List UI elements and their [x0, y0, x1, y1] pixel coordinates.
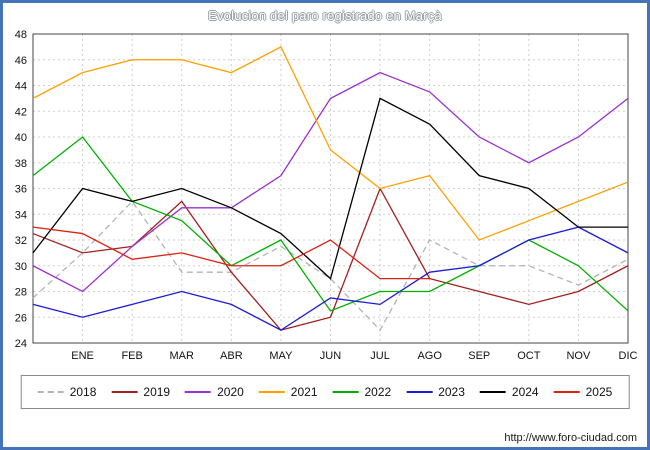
- series-line-2024: [32, 97, 628, 280]
- legend-item-2024: 2024: [479, 385, 539, 399]
- series-line-2023: [32, 226, 629, 331]
- y-tick-label: 26: [15, 312, 27, 324]
- source-url: http://www.foro-ciudad.com: [504, 432, 637, 444]
- legend-item-2023: 2023: [406, 385, 465, 399]
- y-tick-label: 34: [15, 209, 27, 221]
- legend-swatch-2023: [406, 391, 433, 393]
- legend-swatch-2020: [185, 391, 212, 393]
- series-line-2025: [32, 226, 430, 280]
- legend-swatch-2021: [258, 391, 285, 393]
- chart-title: Evolucion del paro registrado en Marçà: [208, 8, 442, 23]
- y-tick-label: 44: [15, 81, 27, 93]
- legend-label: 2023: [438, 385, 465, 399]
- y-tick-label: 28: [15, 287, 27, 299]
- legend-swatch-2019: [111, 391, 138, 393]
- legend: 2018 2019 2020 2021 2022 2023 2024 2025: [20, 375, 630, 409]
- legend-item-2025: 2025: [553, 385, 613, 399]
- legend-item-2019: 2019: [111, 385, 170, 399]
- legend-item-2020: 2020: [185, 385, 244, 399]
- legend-swatch-2018: [37, 391, 64, 393]
- y-tick-label: 46: [15, 55, 27, 67]
- legend-swatch-2024: [479, 391, 506, 393]
- y-tick-label: 30: [15, 261, 27, 273]
- legend-label: 2022: [364, 385, 392, 399]
- legend-swatch-2025: [553, 391, 580, 393]
- x-tick-label: ENE: [71, 350, 94, 362]
- x-tick-label: FEB: [121, 350, 142, 362]
- x-tick-label: JUN: [320, 350, 341, 362]
- legend-item-2022: 2022: [332, 385, 392, 399]
- x-tick-label: ABR: [220, 350, 243, 362]
- series-line-2020: [32, 71, 629, 293]
- y-tick-label: 24: [15, 338, 27, 350]
- y-tick-label: 38: [15, 158, 27, 170]
- plot-border: [32, 33, 629, 344]
- x-tick-label: MAY: [269, 350, 293, 362]
- y-tick-label: 32: [15, 235, 27, 247]
- legend-label: 2018: [69, 385, 97, 399]
- x-tick-label: NOV: [566, 350, 591, 362]
- x-tick-label: JUL: [370, 350, 390, 362]
- y-tick-label: 40: [15, 132, 27, 144]
- series-line-2021: [32, 45, 629, 241]
- legend-item-2021: 2021: [258, 385, 318, 399]
- legend-label: 2019: [143, 385, 171, 399]
- legend-label: 2024: [511, 385, 539, 399]
- legend-label: 2025: [585, 385, 613, 399]
- y-tick-label: 48: [15, 29, 27, 41]
- x-tick-label: DIC: [619, 350, 638, 362]
- y-tick-label: 36: [15, 184, 27, 196]
- legend-label: 2021: [290, 385, 318, 399]
- legend-label: 2020: [217, 385, 244, 399]
- x-tick-label: AGO: [417, 350, 442, 362]
- x-tick-label: SEP: [468, 350, 490, 362]
- x-tick-label: MAR: [170, 350, 195, 362]
- chart-plot: 24 26 28 30 32 34 36 38 40 42 44 46 48 ENE FEB MAR ABR MA…: [15, 29, 638, 362]
- legend-item-2018: 2018: [37, 385, 97, 399]
- x-tick-label: OCT: [517, 350, 541, 362]
- legend-swatch-2022: [332, 391, 359, 393]
- y-tick-label: 42: [15, 106, 27, 118]
